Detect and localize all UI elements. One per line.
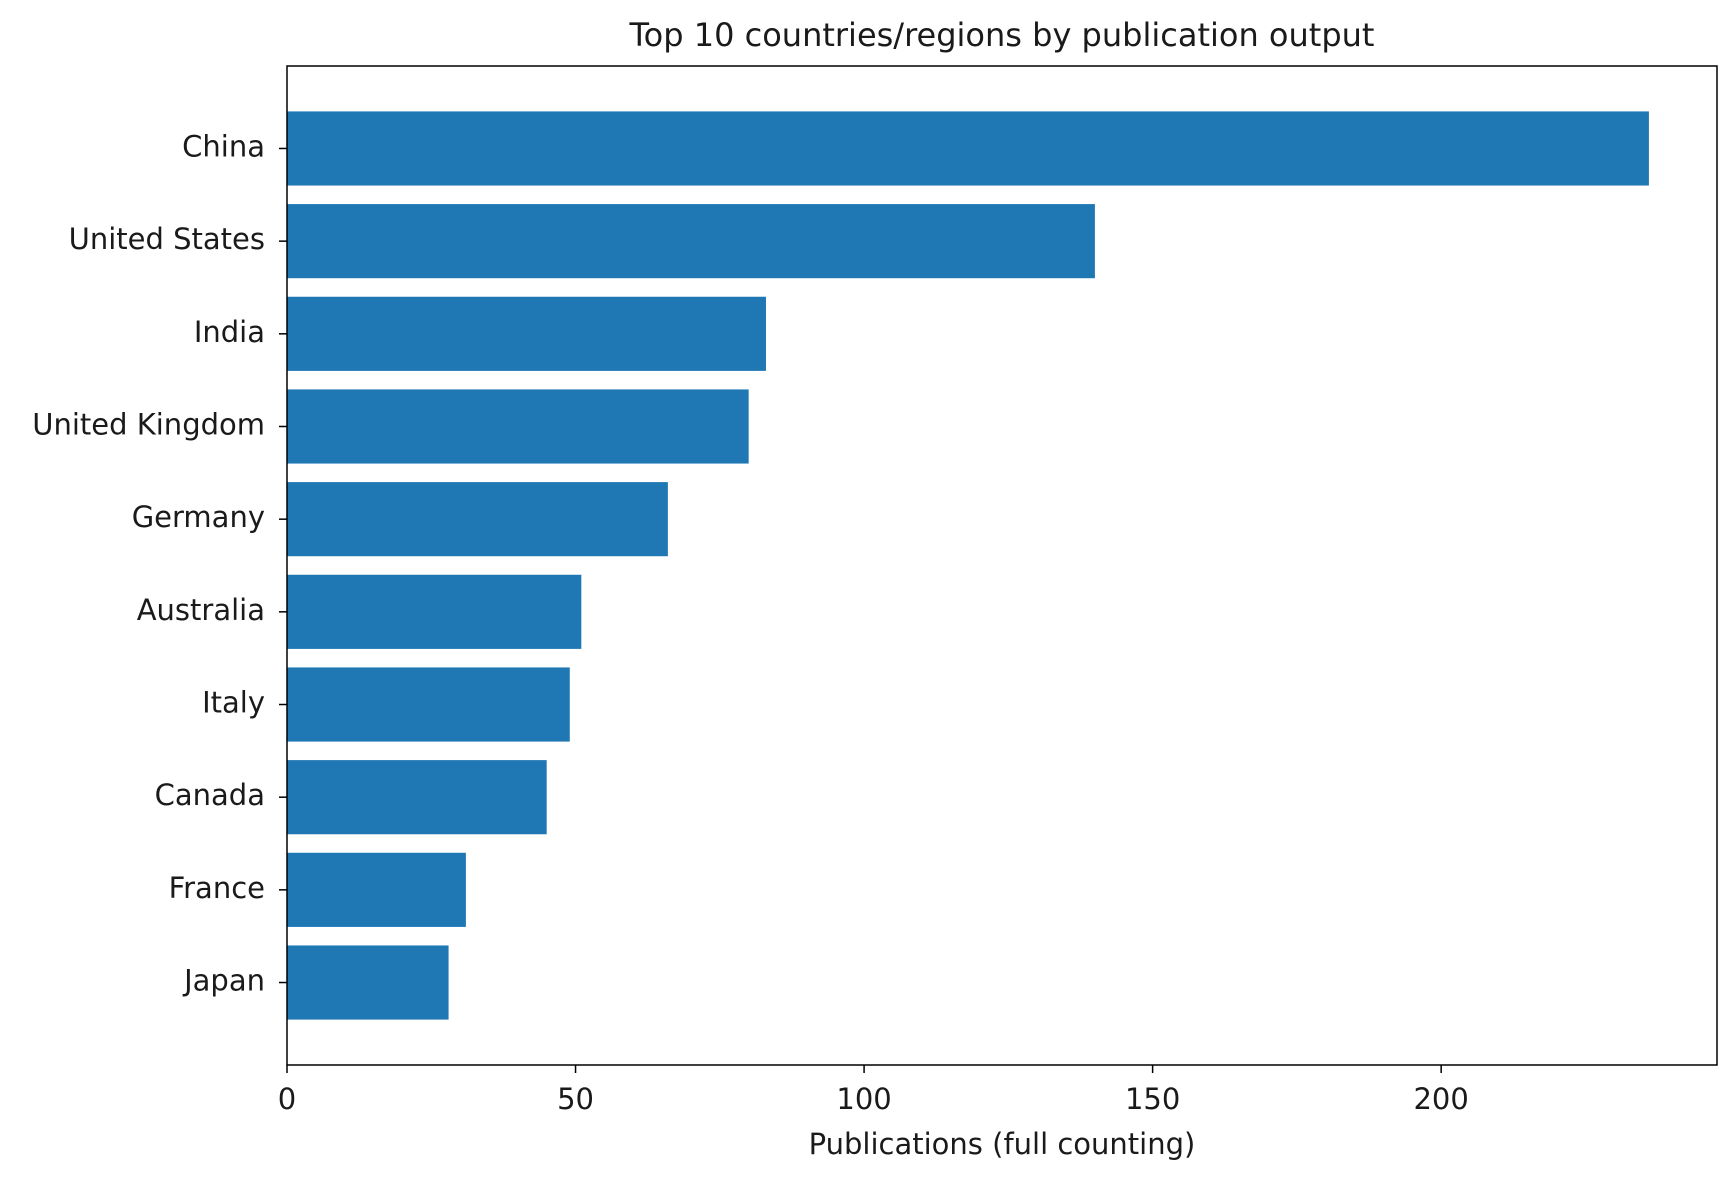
y-tick-label: China [182,129,265,163]
x-tick-label: 50 [557,1082,594,1116]
y-tick-label: France [169,871,265,905]
x-tick-label: 150 [1125,1082,1180,1116]
bar [287,111,1649,186]
bar [287,574,582,649]
bar [287,296,766,371]
bar [287,667,570,742]
y-tick-label: Japan [182,964,265,998]
y-tick-label: Canada [155,778,265,812]
bar [287,852,466,927]
x-tick-label: 100 [836,1082,891,1116]
bar [287,389,749,464]
chart-title: Top 10 countries/regions by publication … [629,16,1375,54]
y-tick-label: India [194,315,265,349]
y-tick-label: United Kingdom [32,407,265,441]
bar [287,482,668,557]
bar [287,204,1095,279]
y-tick-label: Germany [132,500,265,534]
bar [287,945,449,1020]
y-tick-label: Australia [137,593,265,627]
y-tick-label: Italy [202,686,265,720]
x-axis-label: Publications (full counting) [809,1127,1196,1161]
x-tick-label: 200 [1413,1082,1468,1116]
bar [287,760,547,835]
plot-frame [286,65,1718,1066]
y-tick-label: United States [69,222,265,256]
x-tick-label: 0 [278,1082,296,1116]
